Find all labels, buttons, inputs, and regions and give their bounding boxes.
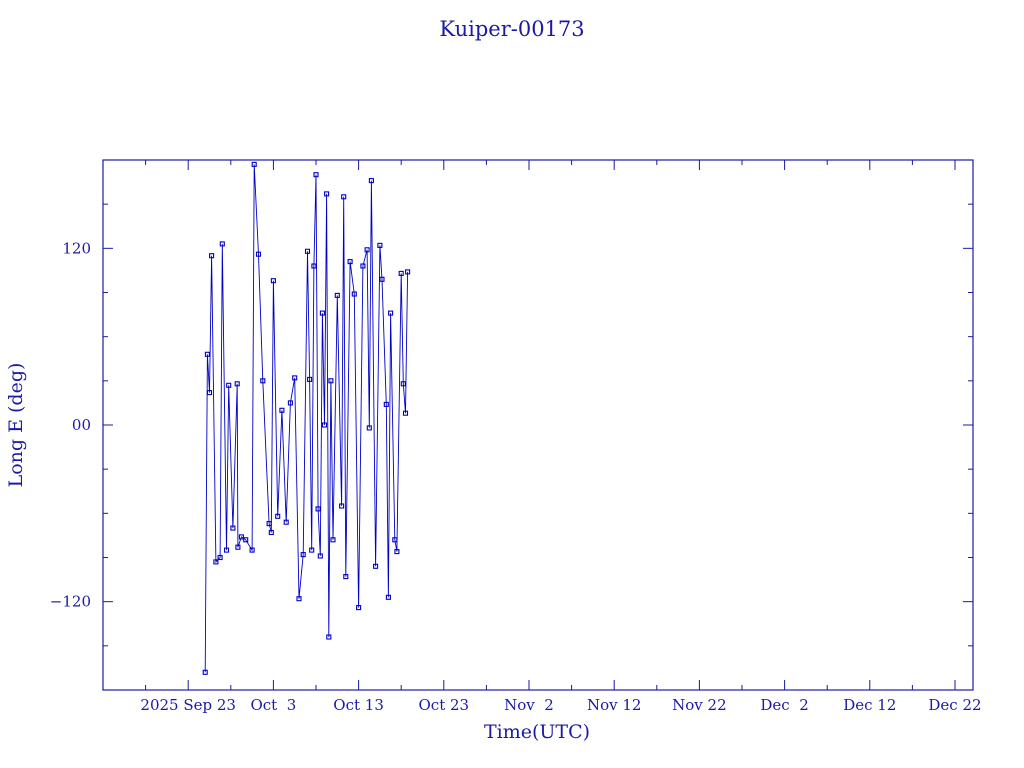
data-point — [400, 381, 406, 387]
chart-title: Kuiper-00173 — [439, 17, 584, 41]
y-tick-label: 00 — [72, 416, 91, 434]
x-tick-label: 2025 Sep 23 — [140, 696, 236, 714]
data-point — [315, 506, 321, 512]
data-point — [219, 241, 225, 247]
data-point — [364, 247, 370, 253]
plot-area — [202, 161, 411, 675]
data-point — [292, 375, 298, 381]
data-point — [309, 547, 315, 553]
data-point — [343, 574, 349, 580]
data-point — [398, 270, 404, 276]
data-point — [230, 525, 236, 531]
data-point — [341, 194, 347, 200]
data-point — [249, 547, 255, 553]
data-point — [324, 191, 330, 197]
data-point — [251, 161, 257, 167]
data-point — [368, 178, 374, 184]
data-point — [279, 407, 285, 413]
data-point — [213, 559, 219, 565]
x-tick-label: Dec 22 — [928, 696, 981, 714]
data-point — [402, 410, 409, 416]
axes: 2025 Sep 23 Oct 3 Oct 13 Oct 23 Nov 2 Nov 12 N… — [50, 159, 982, 714]
x-axis-label: Time(UTC) — [484, 721, 590, 743]
data-point — [307, 376, 313, 382]
data-point — [379, 276, 385, 282]
x-tick-label: Nov 22 — [672, 696, 727, 714]
data-point — [223, 547, 230, 553]
data-point — [235, 544, 241, 550]
data-point — [360, 263, 366, 269]
data-point — [234, 381, 240, 387]
data-point — [356, 605, 362, 611]
data-point — [283, 519, 289, 525]
data-point — [319, 310, 325, 316]
data-point — [394, 549, 400, 555]
data-point — [366, 425, 372, 431]
data-point — [275, 513, 281, 519]
data-point — [238, 534, 244, 540]
data-point — [313, 172, 319, 178]
data-point — [373, 563, 379, 569]
data-point — [377, 242, 383, 248]
data-point — [334, 292, 340, 298]
y-tick-label: 120 — [62, 239, 91, 257]
data-point — [326, 634, 332, 640]
data-point — [311, 263, 317, 269]
data-point — [392, 537, 398, 543]
data-point — [204, 351, 210, 357]
data-point — [202, 669, 208, 675]
y-tick-label: −120 — [50, 593, 91, 611]
data-point — [385, 594, 391, 600]
series-line — [204, 164, 409, 673]
data-point — [270, 278, 276, 284]
data-point — [243, 537, 249, 543]
data-point — [351, 291, 357, 297]
y-axis-label: Long E (deg) — [5, 363, 27, 488]
data-point — [226, 382, 232, 388]
x-tick-label: Oct 23 — [419, 696, 470, 714]
data-point — [383, 401, 389, 407]
data-point — [339, 503, 345, 509]
x-tick-label: Dec 2 — [760, 696, 808, 714]
data-point — [347, 259, 353, 265]
data-point — [300, 552, 306, 558]
data-point — [287, 400, 293, 406]
data-point — [405, 269, 411, 275]
data-point — [209, 253, 215, 259]
data-point — [206, 390, 213, 396]
data-point — [260, 378, 266, 384]
data-point — [388, 310, 394, 316]
x-tick-label: Dec 12 — [843, 696, 896, 714]
data-point — [317, 553, 323, 559]
data-point — [321, 422, 328, 428]
data-point — [255, 251, 262, 257]
data-point — [268, 529, 274, 536]
data-point — [296, 596, 302, 602]
x-tick-label: Nov 2 — [504, 696, 554, 714]
x-tick-label: Oct 3 — [250, 696, 296, 714]
data-point — [304, 248, 311, 254]
data-point — [266, 521, 272, 527]
data-point — [330, 537, 336, 543]
x-tick-label: Oct 13 — [333, 696, 384, 714]
data-point — [217, 554, 223, 561]
data-point — [328, 378, 334, 384]
x-tick-label: Nov 12 — [587, 696, 642, 714]
